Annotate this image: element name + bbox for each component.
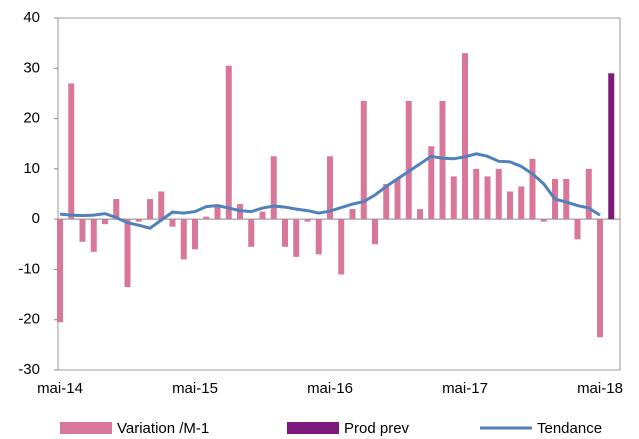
bar <box>79 219 86 242</box>
bar <box>147 199 153 220</box>
trend-line <box>59 152 601 230</box>
x-tick-label: mai-17 <box>442 380 488 397</box>
bar <box>214 206 221 220</box>
bar <box>462 53 468 220</box>
bar <box>158 191 165 220</box>
bar <box>192 219 198 250</box>
bar <box>203 216 210 220</box>
bar <box>90 219 97 252</box>
bar <box>102 219 108 225</box>
bar <box>540 219 547 222</box>
y-tick-label: -20 <box>18 311 40 328</box>
y-tick-label: 30 <box>23 59 40 76</box>
x-tick-label: mai-16 <box>307 380 353 397</box>
bar <box>113 199 120 220</box>
bar <box>383 183 390 220</box>
legend-label: Prod prev <box>344 420 410 437</box>
bar <box>327 156 333 220</box>
bar <box>495 168 502 220</box>
bar <box>248 219 255 247</box>
bar <box>394 178 401 220</box>
bar <box>180 219 187 260</box>
bar <box>57 219 63 323</box>
bar <box>428 146 435 220</box>
bar <box>563 178 570 220</box>
bar <box>304 219 311 222</box>
y-tick-label: -30 <box>18 361 40 378</box>
legend-label: Variation /M-1 <box>117 420 209 437</box>
plot-frame <box>57 17 621 371</box>
bar <box>349 209 356 220</box>
bar <box>282 219 288 247</box>
bar <box>68 83 75 220</box>
bar <box>405 100 412 220</box>
bar <box>529 158 536 220</box>
bar <box>473 168 480 220</box>
y-tick-label: -10 <box>18 260 40 277</box>
bar <box>225 65 232 220</box>
bar <box>338 219 345 275</box>
bar <box>124 219 131 288</box>
x-tick-label: mai-18 <box>577 380 623 397</box>
bar <box>360 100 367 220</box>
y-tick-label: 0 <box>32 210 40 227</box>
x-tick-label: mai-14 <box>37 380 83 397</box>
bar <box>315 219 322 255</box>
bar <box>574 219 581 240</box>
bar <box>507 191 513 220</box>
x-tick-label: mai-15 <box>172 380 218 397</box>
bar <box>484 176 491 220</box>
legend-label: Tendance <box>537 420 602 437</box>
bar <box>597 219 603 338</box>
bar <box>169 219 176 227</box>
bar <box>259 211 266 220</box>
bar <box>270 156 277 220</box>
y-tick-label: 20 <box>23 110 40 127</box>
y-tick-label: 40 <box>23 9 40 26</box>
bar <box>135 219 142 222</box>
bar <box>417 209 423 220</box>
y-tick-label: 10 <box>23 160 40 177</box>
bar <box>585 168 592 220</box>
bar <box>450 176 457 220</box>
legend-swatch <box>287 422 339 434</box>
bar <box>439 100 446 220</box>
bar <box>372 219 378 245</box>
bar <box>518 186 525 220</box>
bar <box>608 73 615 220</box>
legend-swatch <box>60 422 112 434</box>
bar <box>293 219 300 257</box>
